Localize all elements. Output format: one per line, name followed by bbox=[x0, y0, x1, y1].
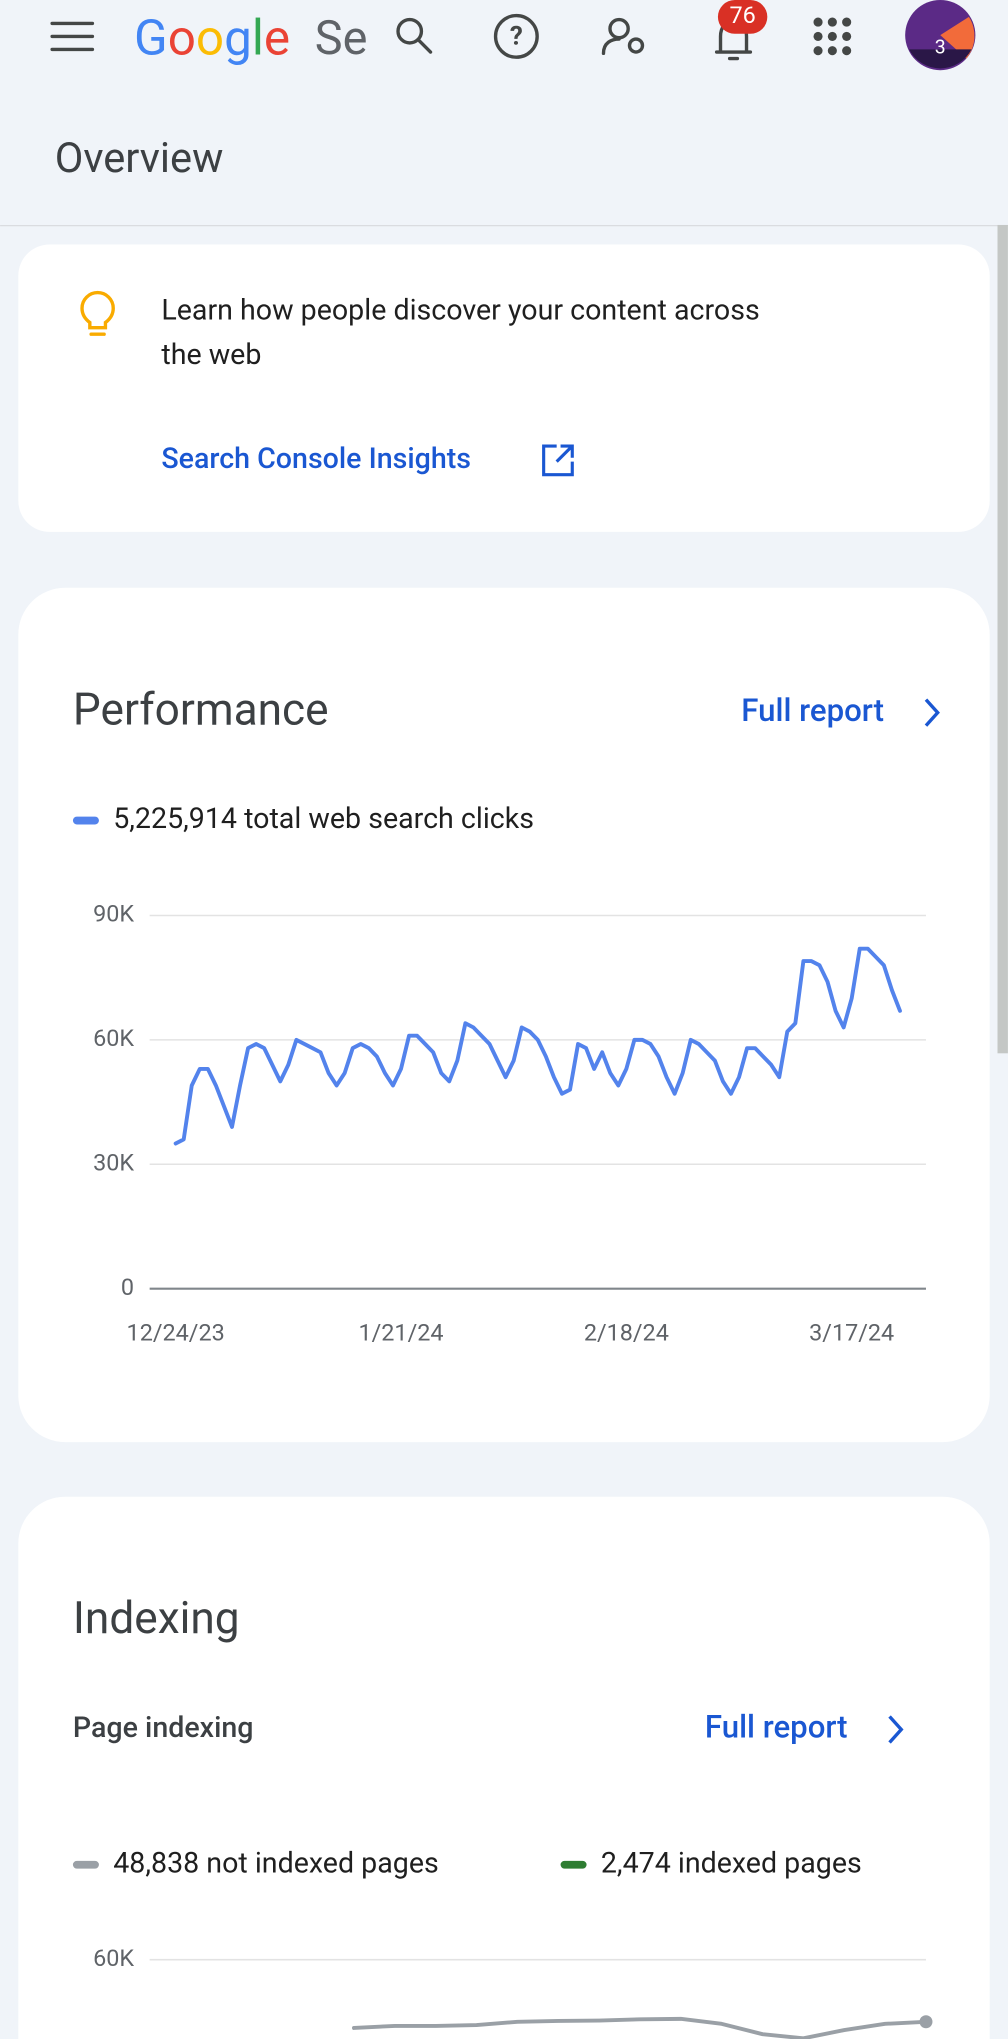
settings-button[interactable] bbox=[601, 17, 645, 56]
data-line bbox=[351, 2016, 928, 2039]
y-tick-label: 60K bbox=[93, 1944, 134, 1972]
notifications-button[interactable]: 76 bbox=[714, 0, 768, 61]
x-tick-label: 12/24/23 bbox=[127, 1318, 225, 1346]
notification-count: 76 bbox=[729, 1, 755, 29]
card-title: Indexing bbox=[73, 1592, 240, 1644]
legend-label: 48,838 not indexed pages bbox=[113, 1845, 439, 1879]
insights-link[interactable]: Search Console Insights bbox=[161, 441, 471, 475]
indexing-card bbox=[18, 1496, 990, 2039]
apps-button[interactable] bbox=[813, 17, 852, 56]
chevron[interactable] bbox=[924, 698, 940, 727]
menu-button[interactable] bbox=[50, 21, 95, 52]
external-link-icon[interactable] bbox=[542, 444, 574, 477]
chevron[interactable] bbox=[888, 1715, 904, 1744]
full-report-link[interactable]: Full report bbox=[741, 692, 884, 729]
notification-badge bbox=[717, 0, 768, 34]
y-tick-label: 60K bbox=[93, 1024, 134, 1052]
performance-card bbox=[18, 587, 990, 1443]
y-tick-label: 30K bbox=[93, 1148, 134, 1176]
data-line bbox=[173, 946, 902, 1146]
insights-text: Learn how people discover your content a… bbox=[161, 293, 759, 327]
legend-label: 2,474 indexed pages bbox=[601, 1845, 862, 1879]
scrollbar bbox=[997, 224, 1008, 1054]
x-tick-label: 2/18/24 bbox=[584, 1318, 669, 1346]
card-title: Performance bbox=[73, 683, 329, 735]
avatar-badge: 3 bbox=[935, 35, 946, 58]
account-avatar[interactable]: 3 bbox=[905, 0, 976, 71]
insights-card bbox=[18, 244, 990, 532]
page-title: Overview bbox=[55, 134, 224, 183]
card-subtitle: Page indexing bbox=[73, 1710, 254, 1744]
search-button[interactable] bbox=[396, 17, 433, 54]
lightbulb-icon bbox=[80, 290, 115, 336]
help-button[interactable]: ? bbox=[493, 13, 539, 59]
svg-text:?: ? bbox=[510, 22, 523, 52]
full-report-link[interactable]: Full report bbox=[705, 1709, 848, 1746]
x-tick-label: 1/21/24 bbox=[358, 1318, 443, 1346]
insights-text: the web bbox=[161, 337, 261, 371]
product-name[interactable]: Se bbox=[315, 12, 368, 66]
y-tick-label: 90K bbox=[93, 900, 134, 928]
legend-label: 5,225,914 total web search clicks bbox=[113, 801, 534, 835]
end-point bbox=[919, 2015, 933, 2029]
google-logo[interactable]: Google bbox=[134, 10, 290, 68]
y-tick-label: 0 bbox=[121, 1273, 134, 1301]
x-tick-label: 3/17/24 bbox=[809, 1318, 894, 1346]
